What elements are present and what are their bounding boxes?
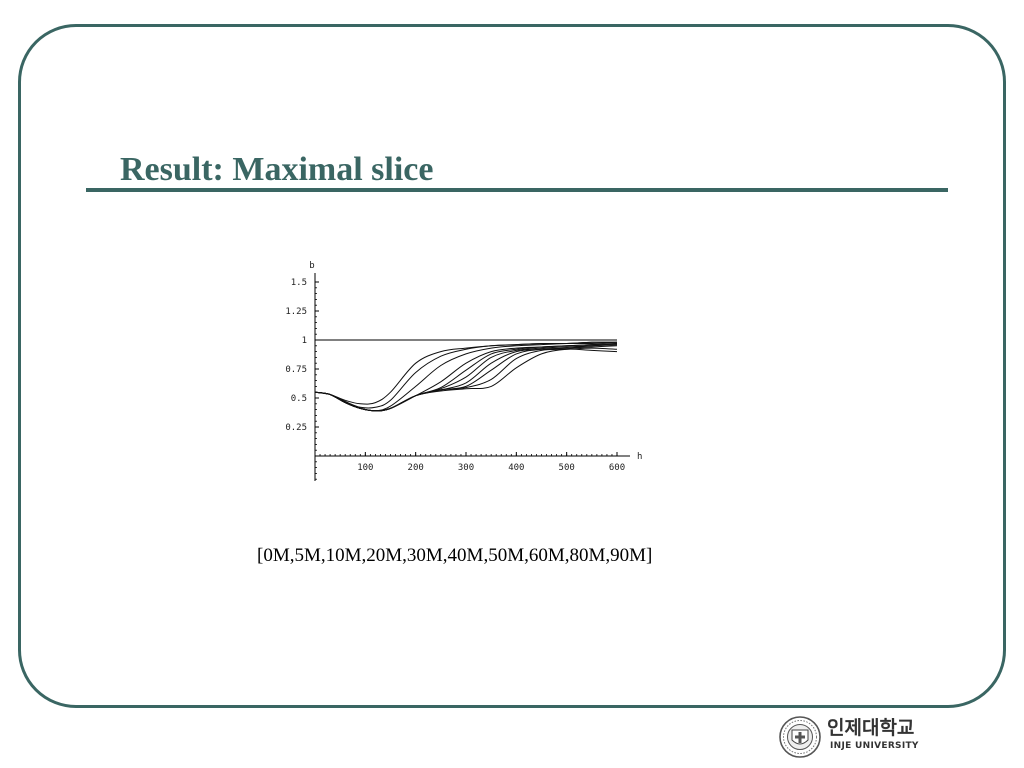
series-line xyxy=(314,341,618,405)
y-axis-label: b xyxy=(309,261,314,271)
y-tick-label: 1.5 xyxy=(291,278,307,288)
series-line xyxy=(314,345,618,412)
series-layer xyxy=(314,341,618,412)
series-line xyxy=(314,347,618,412)
y-tick-label: 0.75 xyxy=(285,365,307,375)
logo-name-korean: 인제대학교 xyxy=(827,717,915,739)
university-logo: 인제대학교 INJE UNIVERSITY xyxy=(778,712,958,762)
chart-caption: [0M,5M,10M,20M,30M,40M,50M,60M,80M,90M] xyxy=(257,545,653,566)
y-tick-label: 1.25 xyxy=(285,307,307,317)
logo-name-english: INJE UNIVERSITY xyxy=(830,741,919,751)
y-tick-label: 0.5 xyxy=(291,394,307,404)
x-tick-label: 400 xyxy=(508,463,524,473)
slide-frame xyxy=(18,24,1006,708)
x-tick-label: 600 xyxy=(609,463,625,473)
x-tick-label: 300 xyxy=(458,463,474,473)
series-line xyxy=(314,344,618,412)
university-seal-icon xyxy=(779,716,821,758)
x-tick-label: 500 xyxy=(559,463,575,473)
chart: b h 0.25 0.5 0.75 1 1.25 1.5 100 200 300 400 500 60… xyxy=(285,261,642,481)
series-line xyxy=(314,341,618,409)
series-line xyxy=(314,344,618,412)
y-tick-label: 1 xyxy=(302,336,307,346)
x-axis-label: h xyxy=(637,452,642,462)
tick-layer: 0.25 0.5 0.75 1 1.25 1.5 100 200 300 400 500 600 xyxy=(285,278,625,480)
title-underline xyxy=(86,188,948,192)
slide-title: Result: Maximal slice xyxy=(120,151,434,188)
series-line xyxy=(314,348,618,412)
x-tick-label: 200 xyxy=(408,463,424,473)
y-tick-label: 0.25 xyxy=(285,423,307,433)
x-tick-label: 100 xyxy=(357,463,373,473)
